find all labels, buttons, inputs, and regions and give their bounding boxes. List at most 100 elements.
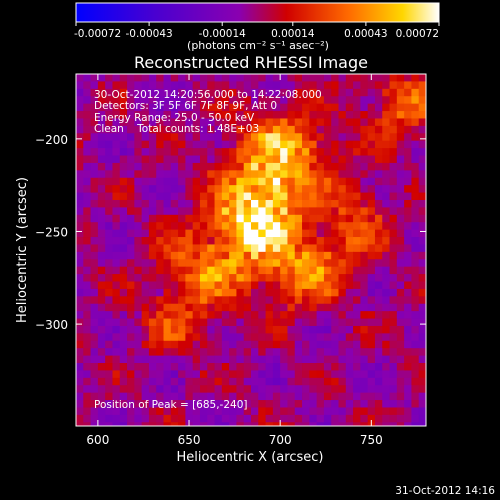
heatmap-cell xyxy=(236,133,245,142)
heatmap-cell xyxy=(207,274,215,282)
heatmap-cell xyxy=(192,400,201,408)
heatmap-cell xyxy=(112,229,121,238)
heatmap-cell xyxy=(192,162,201,171)
heatmap-cell xyxy=(207,140,215,149)
heatmap-cell xyxy=(411,199,420,208)
heatmap-cell xyxy=(389,170,398,179)
heatmap-cell xyxy=(353,355,361,364)
heatmap-cell xyxy=(229,355,237,364)
heatmap-cell xyxy=(411,377,420,386)
heatmap-cell xyxy=(280,311,288,319)
heatmap-cell xyxy=(119,355,128,364)
heatmap-cell xyxy=(323,214,332,223)
heatmap-cell xyxy=(411,170,420,179)
heatmap-cell xyxy=(221,111,230,119)
heatmap-cell xyxy=(236,81,245,90)
heatmap-cell xyxy=(178,88,186,97)
heatmap-cell xyxy=(148,259,157,268)
heatmap-cell xyxy=(185,199,194,208)
heatmap-cell xyxy=(345,177,354,186)
heatmap-cell xyxy=(345,318,354,327)
heatmap-cell xyxy=(287,96,296,105)
heatmap-cell xyxy=(374,325,383,334)
heatmap-cell xyxy=(236,162,245,171)
heatmap-cell xyxy=(243,229,252,238)
heatmap-cell xyxy=(389,207,398,216)
heatmap-cell xyxy=(345,311,354,319)
heatmap-cell xyxy=(309,222,318,231)
heatmap-cell xyxy=(105,222,113,231)
heatmap-cell xyxy=(374,199,383,208)
heatmap-cell xyxy=(199,348,208,356)
heatmap-cell xyxy=(382,170,390,179)
heatmap-cell xyxy=(229,192,237,201)
heatmap-cell xyxy=(134,370,143,379)
heatmap-cell xyxy=(97,199,106,208)
heatmap-cell xyxy=(156,414,164,423)
heatmap-cell xyxy=(207,222,215,231)
heatmap-cell xyxy=(112,296,121,305)
heatmap-cell xyxy=(236,140,245,149)
heatmap-cell xyxy=(316,318,325,327)
heatmap-cell xyxy=(345,237,354,245)
heatmap-cell xyxy=(76,355,84,364)
heatmap-cell xyxy=(141,229,150,238)
heatmap-cell xyxy=(382,266,390,275)
heatmap-cell xyxy=(418,185,426,193)
heatmap-cell xyxy=(221,340,230,349)
heatmap-cell xyxy=(323,133,332,142)
heatmap-cell xyxy=(382,311,390,319)
heatmap-cell xyxy=(280,363,288,371)
heatmap-cell xyxy=(83,318,91,327)
heatmap-cell xyxy=(163,414,172,423)
heatmap-cell xyxy=(163,185,172,193)
heatmap-cell xyxy=(418,251,426,260)
heatmap-cell xyxy=(272,296,281,305)
heatmap-cell xyxy=(221,274,230,282)
heatmap-cell xyxy=(367,162,376,171)
heatmap-cell xyxy=(236,266,245,275)
heatmap-cell xyxy=(251,103,259,112)
heatmap-cell xyxy=(287,133,296,142)
heatmap-cell xyxy=(199,162,208,171)
heatmap-cell xyxy=(338,133,347,142)
heatmap-cell xyxy=(404,340,412,349)
heatmap-cell xyxy=(302,377,310,386)
heatmap-cell xyxy=(170,133,179,142)
heatmap-cell xyxy=(404,296,412,305)
heatmap-cell xyxy=(185,385,194,394)
heatmap-cell xyxy=(170,185,179,193)
heatmap-cell xyxy=(345,103,354,112)
heatmap-cell xyxy=(374,355,383,364)
heatmap-cell xyxy=(163,288,172,297)
heatmap-cell xyxy=(353,192,361,201)
heatmap-cell xyxy=(185,303,194,312)
heatmap-cell xyxy=(163,111,172,119)
heatmap-cell xyxy=(105,155,113,164)
heatmap-cell xyxy=(214,185,223,193)
heatmap-cell xyxy=(374,363,383,371)
heatmap-cell xyxy=(192,140,201,149)
heatmap-cell xyxy=(90,392,99,401)
heatmap-cell xyxy=(374,96,383,105)
heatmap-cell xyxy=(134,81,143,90)
heatmap-cell xyxy=(207,288,215,297)
heatmap-cell xyxy=(389,318,398,327)
heatmap-cell xyxy=(389,400,398,408)
heatmap-cell xyxy=(382,414,390,423)
heatmap-cell xyxy=(287,244,296,253)
heatmap-cell xyxy=(251,192,259,201)
heatmap-cell xyxy=(170,274,179,282)
heatmap-cell xyxy=(382,148,390,156)
heatmap-cell xyxy=(119,274,128,282)
heatmap-cell xyxy=(331,400,339,408)
heatmap-cell xyxy=(251,296,259,305)
heatmap-cell xyxy=(141,414,150,423)
heatmap-cell xyxy=(243,177,252,186)
heatmap-cell xyxy=(302,81,310,90)
heatmap-cell xyxy=(199,274,208,282)
heatmap-cell xyxy=(323,111,332,119)
heatmap-cell xyxy=(192,422,201,426)
heatmap-cell xyxy=(418,162,426,171)
heatmap-cell xyxy=(353,333,361,342)
